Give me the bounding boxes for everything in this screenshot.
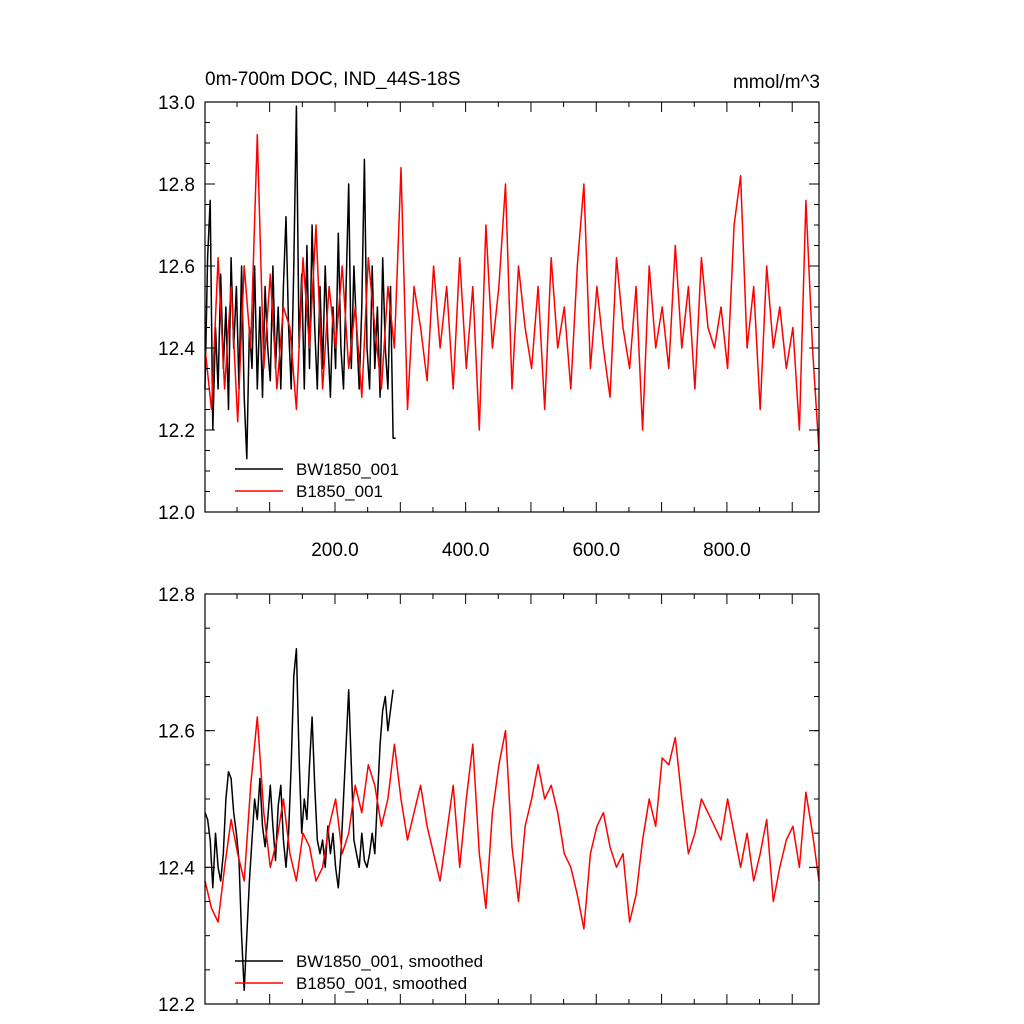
- legend-label-b1850: B1850_001: [296, 482, 383, 501]
- y-tick-label: 12.4: [158, 339, 195, 360]
- y-tick-label: 12.6: [158, 257, 195, 278]
- x-tick-label: 800.0: [703, 540, 751, 561]
- y-tick-label: 12.0: [158, 503, 195, 524]
- top-panel: 0m-700m DOC, IND_44S-18S mmol/m^3 12.012…: [158, 69, 820, 561]
- y-tick-label: 12.8: [158, 175, 195, 196]
- series-line-0: [204, 647, 394, 992]
- units-label: mmol/m^3: [733, 72, 820, 93]
- bottom-series-lines: [204, 647, 820, 992]
- legend-label-bw1850-smoothed: BW1850_001, smoothed: [296, 952, 483, 971]
- x-tick-label: 400.0: [442, 540, 490, 561]
- x-tick-label: 600.0: [572, 540, 620, 561]
- top-legend: BW1850_001 B1850_001: [235, 460, 399, 501]
- bottom-plot-frame: [204, 593, 820, 1005]
- x-tick-label: 200.0: [311, 540, 359, 561]
- top-ticks: 12.0 12.2 12.4 12.6 12.8 13.0 200.0 400.0 600.0 8…: [158, 93, 819, 561]
- y-tick-label: 13.0: [158, 93, 195, 114]
- y-tick-label: 12.8: [158, 585, 195, 606]
- bottom-ticks: 12.2 12.4 12.6 12.8: [158, 585, 819, 1016]
- top-plot-frame: [204, 101, 820, 513]
- legend-label-b1850-smoothed: B1850_001, smoothed: [296, 974, 467, 993]
- series-line-1: [204, 134, 820, 451]
- y-tick-label: 12.6: [158, 722, 195, 743]
- bottom-legend: BW1850_001, smoothed B1850_001, smoothed: [235, 952, 483, 993]
- y-tick-label: 12.2: [158, 995, 195, 1016]
- legend-label-bw1850: BW1850_001: [296, 460, 399, 479]
- y-tick-label: 12.2: [158, 421, 195, 442]
- series-line-1: [204, 716, 820, 930]
- chart-title: 0m-700m DOC, IND_44S-18S: [205, 69, 461, 90]
- top-series-lines: [204, 105, 820, 460]
- bottom-panel: 12.2 12.4 12.6 12.8 BW1850_001, smoothed B1…: [158, 585, 820, 1016]
- y-tick-label: 12.4: [158, 858, 195, 879]
